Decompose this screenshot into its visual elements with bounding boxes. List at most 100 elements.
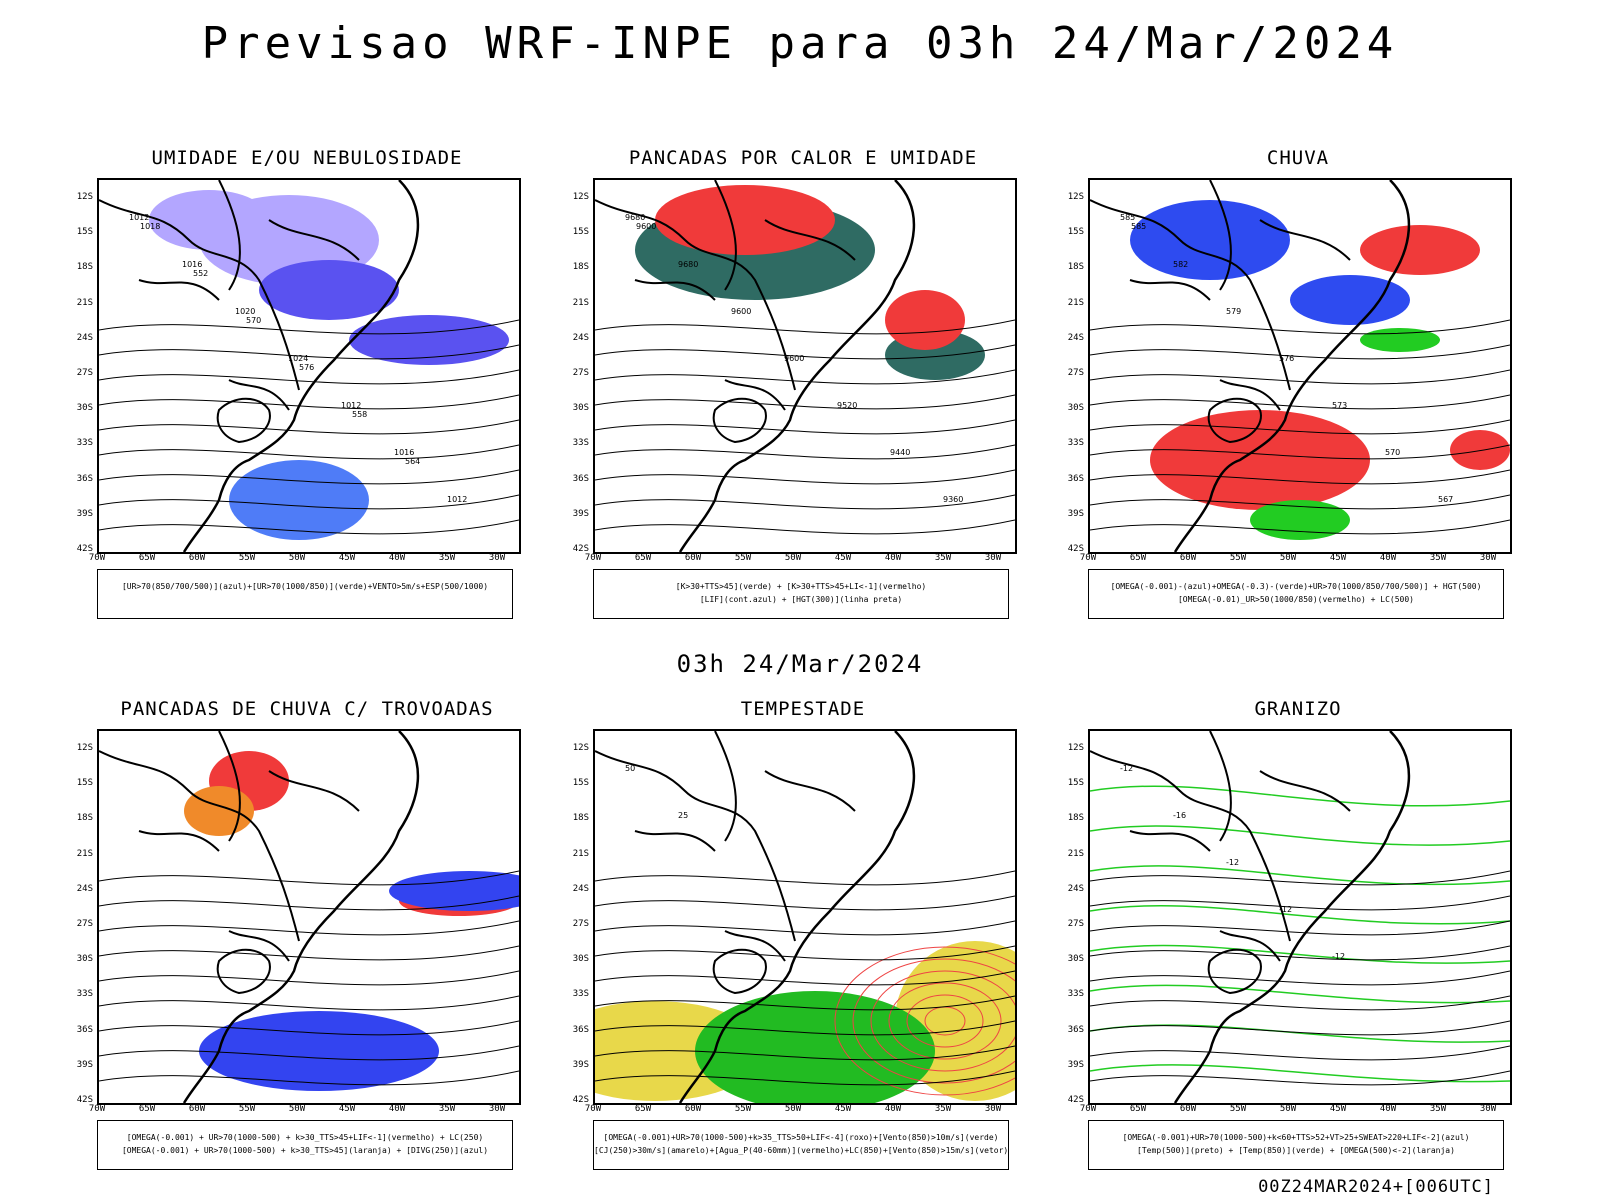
- isoline: [595, 1045, 1015, 1061]
- longitude-label: 55W: [734, 1104, 752, 1114]
- longitude-label: 65W: [1129, 1104, 1147, 1114]
- temperature-contour: [1090, 944, 1510, 964]
- latitude-label: 21S: [572, 848, 589, 859]
- isoline: [99, 319, 519, 335]
- isoline: [595, 945, 1015, 961]
- longitude-label: 70W: [584, 553, 602, 563]
- longitude-label: 30W: [984, 553, 1002, 563]
- contour-label: 1024: [288, 354, 308, 363]
- isoline: [1090, 945, 1510, 961]
- isoline: [595, 494, 1015, 510]
- pressure-contour: [852, 958, 1015, 1084]
- latitude-label: 33S: [1067, 989, 1084, 1000]
- isoline: [1090, 469, 1510, 485]
- longitude-label: 65W: [138, 1104, 156, 1114]
- latitude-label: 36S: [572, 473, 589, 484]
- longitude-label: 40W: [884, 553, 902, 563]
- legend-line: [OMEGA(-0.001)+UR>70(1000-500)+k>35_TTS>…: [603, 1133, 999, 1142]
- latitude-label: 27S: [572, 919, 589, 929]
- longitude-label: 40W: [1379, 553, 1397, 563]
- humidity-shading: [149, 190, 269, 250]
- contour-label: 1012: [129, 213, 149, 222]
- panel-6-title: GRANIZO: [1254, 698, 1342, 720]
- panel-5-map: 50 25: [593, 729, 1017, 1105]
- latitude-label: 24S: [76, 332, 93, 343]
- latitude-label: 15S: [572, 778, 589, 789]
- isoline: [595, 344, 1015, 360]
- contour-label: 9600: [784, 354, 804, 363]
- longitude-label: 45W: [1329, 553, 1347, 563]
- latitude-label: 39S: [572, 508, 589, 519]
- latitude-label: 42S: [1067, 1095, 1084, 1105]
- longitude-label: 70W: [1079, 1104, 1097, 1114]
- coastline: [182, 731, 420, 1103]
- latitude-label: 12S: [1067, 743, 1084, 753]
- temperature-contour: [1090, 785, 1510, 807]
- latitude-label: 12S: [76, 743, 93, 753]
- isoline: [1090, 870, 1510, 886]
- latitude-label: 27S: [1067, 368, 1084, 378]
- rain-shading: [1290, 275, 1410, 325]
- isoline: [99, 970, 519, 986]
- panel-3-legend: [OMEGA(-0.001)-(azul)+OMEGA(-0.3)-(verde…: [1088, 569, 1504, 619]
- convection-shading: [885, 290, 965, 350]
- latitude-label: 30S: [572, 403, 589, 414]
- contour-label: -12: [1279, 905, 1292, 914]
- coastline: [1173, 731, 1411, 1103]
- storm-shading: [389, 871, 519, 911]
- latitude-label: 30S: [572, 954, 589, 965]
- longitude-label: 60W: [1179, 1104, 1197, 1114]
- isoline: [1090, 494, 1510, 510]
- latitude-label: 24S: [1067, 883, 1084, 894]
- isoline: [1090, 344, 1510, 360]
- longitude-label: 65W: [138, 553, 156, 563]
- contour-label: 570: [1385, 448, 1400, 457]
- longitude-label: 35W: [1429, 1104, 1447, 1114]
- latitude-label: 15S: [572, 227, 589, 238]
- isoline: [99, 920, 519, 936]
- longitude-label: 65W: [634, 1104, 652, 1114]
- longitude-label: 35W: [438, 1104, 456, 1114]
- isoline: [595, 970, 1015, 986]
- country-borders: [595, 180, 856, 411]
- contour-label: 576: [299, 363, 314, 372]
- longitude-label: 30W: [488, 1104, 506, 1114]
- isoline: [99, 995, 519, 1011]
- longitude-label: 70W: [1079, 553, 1097, 563]
- isoline: [595, 870, 1015, 886]
- longitude-label: 30W: [488, 553, 506, 563]
- legend-line: [UR>70(850/700/500)](azul)+[UR>70(1000/8…: [121, 582, 489, 591]
- isoline: [99, 369, 519, 385]
- latitude-label: 18S: [76, 813, 93, 824]
- legend-line: [OMEGA(-0.001) + UR>70(1000-500) + k>30_…: [126, 1133, 484, 1142]
- isoline: [99, 519, 519, 535]
- panel-2-title: PANCADAS POR CALOR E UMIDADE: [628, 147, 978, 169]
- panel-4-legend: [OMEGA(-0.001) + UR>70(1000-500) + k>30_…: [97, 1120, 513, 1170]
- isoline: [595, 394, 1015, 410]
- longitude-label: 30W: [1479, 553, 1497, 563]
- contour-label: -12: [1226, 858, 1239, 867]
- contour-label: 1012: [341, 401, 361, 410]
- isoline: [1090, 394, 1510, 410]
- latitude-label: 39S: [1067, 1059, 1084, 1070]
- panel-2-map: 9680 9680 9600 9600 9520 9440 9360 9600: [593, 178, 1017, 554]
- isoline: [99, 1020, 519, 1036]
- longitude-label: 30W: [1479, 1104, 1497, 1114]
- latitude-label: 30S: [1067, 403, 1084, 414]
- longitude-label: 45W: [338, 1104, 356, 1114]
- latitude-label: 15S: [76, 227, 93, 238]
- isoline: [99, 394, 519, 410]
- latitude-label: 21S: [572, 297, 589, 308]
- humidity-shading: [349, 315, 509, 365]
- panel-3-title: CHUVA: [1266, 147, 1330, 169]
- country-borders: [99, 180, 360, 411]
- contour-label: 25: [678, 811, 688, 820]
- isoline: [595, 444, 1015, 460]
- coastline: [182, 180, 420, 552]
- uruguay-border: [216, 397, 271, 444]
- longitude-label: 55W: [734, 553, 752, 563]
- temperature-contour: [1090, 825, 1510, 846]
- latitude-label: 12S: [76, 192, 93, 202]
- latitude-label: 12S: [572, 743, 589, 753]
- contour-label: 585: [1131, 222, 1146, 231]
